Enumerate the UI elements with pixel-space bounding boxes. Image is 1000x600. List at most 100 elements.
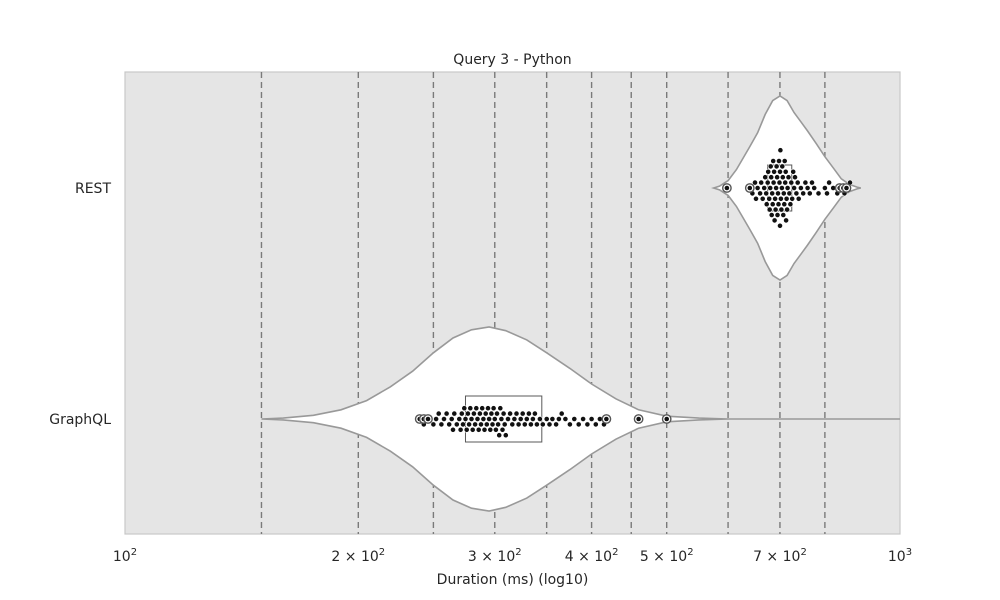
data-point: [778, 206, 785, 213]
data-point: [546, 421, 553, 428]
data-point: [464, 410, 471, 417]
data-point: [774, 212, 781, 218]
y-tick-label: REST: [75, 181, 111, 197]
data-point: [766, 195, 773, 202]
data-point: [435, 410, 442, 417]
data-point: [553, 421, 559, 428]
data-point: [473, 405, 480, 412]
data-point: [791, 185, 797, 191]
data-point: [772, 206, 779, 213]
data-point: [480, 416, 487, 422]
data-point: [762, 174, 769, 181]
data-point: [769, 190, 776, 197]
x-tick-label: 5 × 102: [640, 547, 694, 565]
data-point: [794, 179, 801, 186]
x-tick-label: 2 × 102: [331, 547, 385, 565]
data-point: [815, 190, 822, 197]
data-point: [795, 195, 802, 202]
data-point: [461, 405, 468, 412]
data-point: [806, 190, 813, 197]
data-point: [490, 405, 497, 412]
data-point: [500, 410, 507, 417]
data-point: [478, 421, 484, 428]
data-point: [767, 185, 774, 191]
data-point: [443, 410, 450, 417]
data-point: [771, 168, 777, 175]
data-point: [456, 416, 463, 422]
data-point: [781, 158, 788, 164]
data-point: [773, 185, 779, 191]
x-tick-label: 3 × 102: [468, 547, 522, 565]
y-tick-label: GraphQL: [49, 412, 111, 428]
data-point: [515, 421, 522, 428]
data-point: [463, 426, 470, 433]
data-point: [767, 163, 774, 170]
data-point: [558, 410, 565, 417]
data-point: [785, 174, 792, 181]
data-point: [470, 410, 477, 417]
data-point: [759, 195, 766, 202]
data-point: [787, 201, 794, 208]
data-point: [588, 416, 595, 422]
data-point: [826, 179, 832, 186]
data-point: [460, 421, 466, 428]
data-point: [507, 410, 513, 417]
data-point: [780, 212, 787, 218]
data-point: [793, 190, 800, 197]
data-point: [811, 185, 818, 191]
data-point: [433, 416, 439, 422]
outlier-point: [636, 416, 641, 422]
data-point: [446, 421, 453, 428]
data-point: [753, 195, 759, 202]
data-point: [775, 190, 781, 197]
data-point: [758, 179, 765, 186]
data-point: [764, 179, 771, 186]
data-point: [798, 185, 804, 191]
data-point: [457, 426, 464, 433]
data-point: [483, 421, 490, 428]
data-point: [771, 217, 778, 224]
data-point: [757, 190, 763, 197]
data-point: [792, 174, 798, 181]
violin-layer: [261, 95, 900, 512]
data-point: [775, 201, 782, 208]
data-point: [495, 421, 501, 428]
y-axis-ticks: REST GraphQL: [49, 181, 111, 428]
data-point: [487, 426, 494, 433]
data-point: [779, 174, 786, 181]
data-point: [469, 426, 476, 433]
data-point: [773, 163, 780, 170]
data-point: [481, 426, 488, 433]
data-point: [479, 405, 486, 412]
data-point: [567, 421, 573, 428]
data-point: [539, 421, 546, 428]
x-tick-label: 103: [888, 547, 912, 565]
x-axis-ticks: 102 2 × 102 3 × 102 4 × 102 5 × 102 7 × 102 10…: [113, 547, 912, 565]
data-point: [752, 179, 758, 186]
data-point: [781, 201, 788, 208]
data-point: [468, 416, 475, 422]
data-point: [511, 416, 518, 422]
data-point: [784, 206, 790, 213]
data-point: [462, 416, 469, 422]
outlier-point: [844, 185, 849, 191]
data-point: [800, 190, 807, 197]
data-point: [502, 432, 509, 439]
data-point: [556, 416, 562, 422]
data-point: [466, 421, 472, 428]
data-point: [824, 190, 830, 197]
data-point: [451, 410, 458, 417]
data-point: [474, 416, 481, 422]
data-point: [789, 195, 796, 202]
data-point: [765, 168, 772, 175]
chart-title: Query 3 - Python: [453, 52, 571, 68]
violin-group-rest: [711, 95, 861, 281]
data-point: [580, 416, 586, 422]
data-point: [543, 416, 550, 422]
data-point: [763, 201, 770, 208]
data-point: [491, 416, 498, 422]
violin-group-graphql: [261, 326, 900, 512]
x-tick-label: 102: [113, 547, 137, 565]
data-point: [802, 179, 809, 186]
data-point: [769, 201, 776, 208]
